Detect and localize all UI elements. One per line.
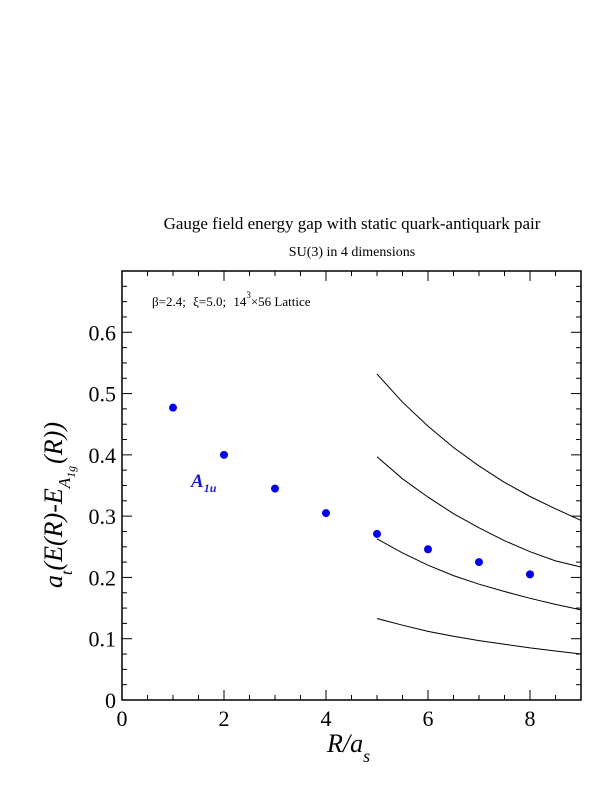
x-tick-label: 2 xyxy=(219,706,230,731)
lattice-base: 14 xyxy=(233,294,247,309)
lattice-exponent: 3 xyxy=(246,290,251,300)
data-point xyxy=(169,403,177,412)
y-axis-label-energy: (E(R)-E xyxy=(39,488,68,570)
data-point xyxy=(271,484,279,493)
x-tick-label: 6 xyxy=(423,706,434,731)
y-axis-label-sub-a: A xyxy=(55,477,74,489)
y-axis-label-a: a xyxy=(39,575,68,588)
chart-title: Gauge field energy gap with static quark… xyxy=(164,214,541,233)
x-tick-labels: 0 2 4 6 8 xyxy=(117,706,536,731)
chart-subtitle: SU(3) in 4 dimensions xyxy=(289,245,415,260)
beta-label: β=2.4; xyxy=(152,294,186,309)
y-tick-label: 0.6 xyxy=(89,320,117,345)
y-tick-label: 0.2 xyxy=(89,565,117,590)
y-axis-label-r: (R)) xyxy=(39,422,68,464)
lattice-annotation: β=2.4; ξ=5.0; 143×56 Lattice xyxy=(152,290,311,309)
y-tick-label: 0.1 xyxy=(89,627,117,652)
x-axis-label-main: R/a xyxy=(326,729,363,758)
x-axis-label-sub: s xyxy=(363,746,370,766)
xi-label: ξ=5.0; xyxy=(193,294,226,309)
y-tick-label: 0.5 xyxy=(89,382,117,407)
reference-curve xyxy=(376,373,582,521)
y-tick-label: 0 xyxy=(105,688,116,713)
x-tick-label: 8 xyxy=(525,706,536,731)
reference-curve xyxy=(376,538,582,611)
y-axis-label-sub-t: t xyxy=(59,570,76,575)
data-point xyxy=(322,509,330,518)
data-point xyxy=(220,450,228,459)
y-tick-labels: 0 0.1 0.2 0.3 0.4 0.5 0.6 xyxy=(89,320,117,713)
data-point xyxy=(424,545,432,554)
series-label-main: A xyxy=(190,471,204,492)
reference-curve xyxy=(376,618,582,655)
data-points xyxy=(169,403,534,579)
y-axis-label: at(E(R)-EA1g (R)) xyxy=(39,422,78,588)
data-point xyxy=(475,558,483,567)
y-axis-label-sub-1g: 1g xyxy=(64,466,78,478)
reference-curve xyxy=(376,456,582,568)
series-label-sub: 1u xyxy=(204,481,217,495)
x-axis-label: R/as xyxy=(326,729,370,766)
x-tick-label: 0 xyxy=(117,706,128,731)
series-label: A1u xyxy=(190,471,217,495)
lattice-rest: ×56 Lattice xyxy=(251,294,311,309)
axis-ticks xyxy=(121,270,582,701)
y-tick-label: 0.4 xyxy=(89,443,117,468)
reference-curves xyxy=(376,373,582,655)
data-point xyxy=(373,529,381,538)
x-tick-label: 4 xyxy=(321,706,332,731)
y-tick-label: 0.3 xyxy=(89,504,117,529)
data-point xyxy=(526,570,534,579)
